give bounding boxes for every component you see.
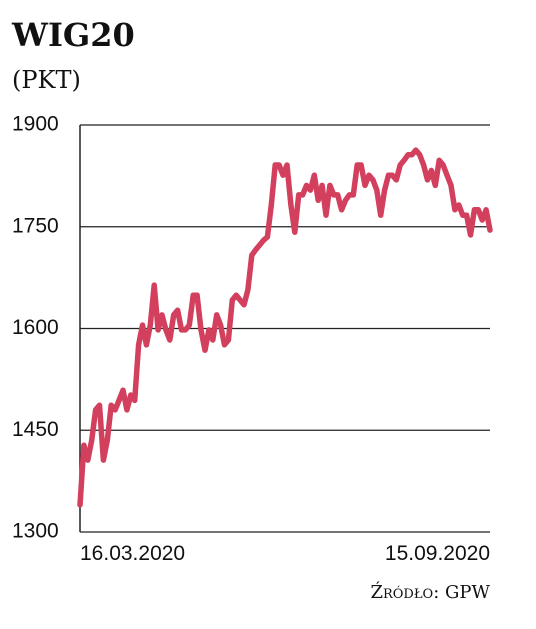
y-tick-label: 1900 [12,113,59,136]
line [77,147,493,508]
y-tick-label: 1750 [12,214,59,237]
y-tick-label: 1450 [12,418,59,441]
chart-subtitle: (PKT) [12,66,81,94]
y-tick-label: 1600 [12,316,59,339]
source: Źródło: GPW [370,580,490,603]
chart-title: WIG20 [11,16,135,54]
y-tick-label: 1300 [12,520,59,543]
x-tick-label: 15.09.2020 [385,542,490,565]
x-tick-label: 16.03.2020 [80,542,185,565]
